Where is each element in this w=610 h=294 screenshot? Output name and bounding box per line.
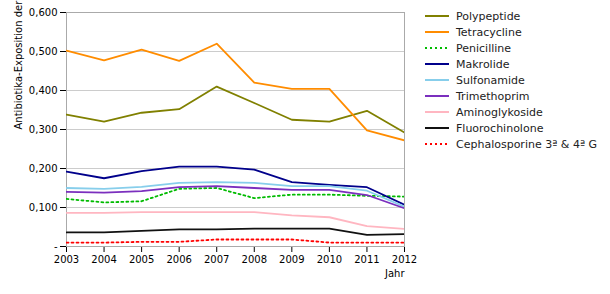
svg-text:2012: 2012 xyxy=(392,254,417,265)
html-text:Penicilline: Penicilline xyxy=(456,41,512,55)
html-text:Aminoglykoside: Aminoglykoside xyxy=(456,105,543,119)
html-text:Sulfonamide: Sulfonamide xyxy=(456,73,525,87)
html-text:Trimethoprim: Trimethoprim xyxy=(456,89,530,103)
html-text:Fluorochinolone: Fluorochinolone xyxy=(456,121,544,135)
svg-text:0,200: 0,200 xyxy=(29,163,58,174)
svg-text:0,500: 0,500 xyxy=(29,46,58,57)
svg-text:2004: 2004 xyxy=(91,254,116,265)
svg-text:Antibiotika-Exposition der Tie: Antibiotika-Exposition der Tiere xyxy=(13,0,24,130)
svg-text:0,100: 0,100 xyxy=(29,202,58,213)
svg-text:2011: 2011 xyxy=(354,254,379,265)
svg-text:0,300: 0,300 xyxy=(29,124,58,135)
svg-text:2003: 2003 xyxy=(54,254,79,265)
svg-text:2009: 2009 xyxy=(279,254,304,265)
svg-text:2008: 2008 xyxy=(242,254,267,265)
svg-text:0,600: 0,600 xyxy=(29,7,58,18)
svg-text:-: - xyxy=(54,241,58,252)
svg-text:2010: 2010 xyxy=(317,254,342,265)
svg-text:0,400: 0,400 xyxy=(29,85,58,96)
html-text:Polypeptide: Polypeptide xyxy=(456,9,521,23)
html-text:Cephalosporine 3ª & 4ª G: Cephalosporine 3ª & 4ª G xyxy=(456,137,598,151)
html-text:Tetracycline: Tetracycline xyxy=(456,25,522,39)
svg-text:2005: 2005 xyxy=(129,254,154,265)
svg-text:2006: 2006 xyxy=(166,254,191,265)
html-text:Makrolide: Makrolide xyxy=(456,57,510,71)
svg-text:Jahr: Jahr xyxy=(384,268,405,279)
svg-text:2007: 2007 xyxy=(204,254,229,265)
